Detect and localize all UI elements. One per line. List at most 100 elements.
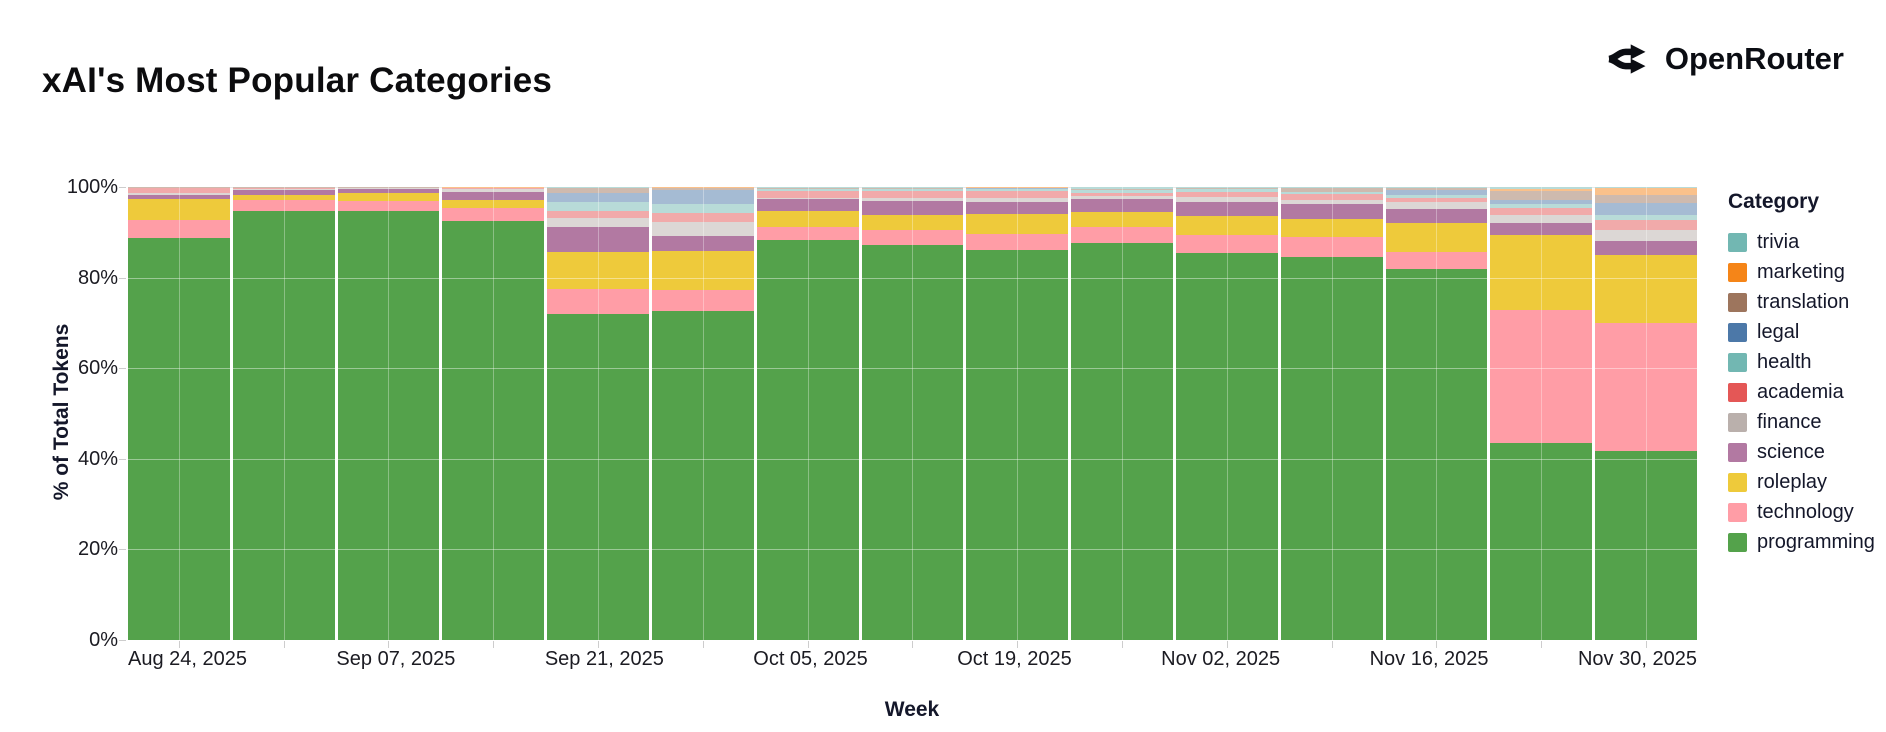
- segment-programming: [547, 313, 649, 640]
- legend-swatch-health: [1728, 352, 1747, 372]
- x-axis-tick-marks: [128, 641, 1697, 648]
- segment-translation: [1175, 188, 1278, 189]
- segment-technology: [651, 289, 754, 311]
- bar-week: [861, 187, 964, 640]
- legend-item-translation: translation: [1728, 287, 1875, 317]
- segment-science: [128, 194, 230, 200]
- segment-roleplay: [1071, 211, 1173, 228]
- segment-academia: [1175, 192, 1278, 197]
- segment-programming: [337, 211, 440, 640]
- y-tick-label: 100%: [66, 176, 118, 198]
- segment-translation: [756, 187, 859, 189]
- y-tick-label: 60%: [77, 357, 118, 380]
- segment-technology: [756, 226, 859, 240]
- segment-finance: [756, 197, 859, 200]
- legend-label: roleplay: [1757, 470, 1828, 493]
- x-tick-label: Sep 07, 2025: [336, 648, 456, 670]
- segment-health: [1175, 189, 1278, 193]
- segment-finance: [442, 189, 545, 192]
- segment-programming: [1595, 451, 1697, 640]
- segment-academia: [1595, 219, 1697, 231]
- legend-item-roleplay: roleplay: [1728, 467, 1875, 497]
- bar-week: [1280, 187, 1383, 640]
- y-axis-title: % of Total Tokens: [50, 323, 73, 501]
- segment-translation: [1595, 195, 1697, 204]
- segment-translation: [1490, 191, 1593, 201]
- segment-technology: [547, 289, 649, 314]
- legend-item-legal: legal: [1728, 317, 1875, 347]
- segment-translation: [547, 188, 649, 194]
- segment-translation: [651, 187, 754, 191]
- legend-swatch-academia: [1728, 382, 1747, 402]
- segment-academia: [861, 191, 964, 198]
- segment-technology: [1175, 235, 1278, 254]
- segment-technology: [1385, 251, 1488, 270]
- segment-finance: [128, 192, 230, 195]
- segment-science: [756, 199, 859, 212]
- segment-programming: [1071, 242, 1173, 640]
- segment-technology: [966, 234, 1069, 250]
- segment-health: [547, 201, 649, 211]
- legend-label: programming: [1757, 530, 1875, 553]
- segment-academia: [651, 213, 754, 223]
- segment-finance: [1385, 202, 1488, 210]
- segment-technology: [1490, 310, 1593, 443]
- segment-technology: [232, 200, 335, 212]
- segment-roleplay: [1490, 235, 1593, 311]
- x-tick-label: Oct 05, 2025: [753, 648, 868, 670]
- segment-health: [756, 188, 859, 191]
- y-tick-label: 20%: [77, 538, 118, 561]
- segment-trivia: [1280, 187, 1383, 189]
- bar-week: [651, 187, 754, 640]
- segment-roleplay: [128, 199, 230, 220]
- segment-roleplay: [442, 199, 545, 208]
- segment-programming: [651, 310, 754, 640]
- segment-marketing: [1595, 188, 1697, 196]
- segment-science: [547, 227, 649, 252]
- openrouter-wordmark: OpenRouter: [1664, 41, 1844, 76]
- bar-week: [1490, 187, 1593, 640]
- bar-week: [128, 187, 230, 640]
- legend-label: health: [1757, 350, 1812, 373]
- bar-week: [547, 187, 649, 640]
- segment-roleplay: [547, 251, 649, 290]
- legend-swatch-programming: [1728, 532, 1747, 552]
- segment-academia: [756, 190, 859, 198]
- segment-trivia: [1175, 187, 1278, 188]
- segment-translation: [1385, 188, 1488, 191]
- legend-item-programming: programming: [1728, 527, 1875, 557]
- segment-legal: [1385, 190, 1488, 195]
- segment-trivia: [1490, 187, 1593, 189]
- segment-academia: [232, 187, 335, 190]
- x-tick-label: Nov 16, 2025: [1369, 648, 1489, 670]
- segment-technology: [1071, 227, 1173, 243]
- page-title: xAI's Most Popular Categories: [42, 61, 553, 101]
- segment-health: [861, 189, 964, 192]
- segment-health: [1595, 215, 1697, 220]
- segment-legal: [547, 193, 649, 202]
- segment-science: [966, 201, 1069, 215]
- segment-academia: [128, 187, 230, 193]
- y-tick-label: 40%: [77, 447, 118, 470]
- legend-label: technology: [1757, 500, 1854, 523]
- segment-technology: [337, 200, 440, 212]
- bar-week: [966, 187, 1069, 640]
- x-tick-label: Oct 19, 2025: [957, 648, 1072, 670]
- segment-science: [1071, 199, 1173, 212]
- segment-roleplay: [861, 215, 964, 231]
- segment-roleplay: [337, 193, 440, 201]
- bar-week: [1595, 187, 1697, 640]
- legend-item-finance: finance: [1728, 407, 1875, 437]
- segment-finance: [337, 188, 440, 189]
- segment-academia: [966, 191, 1069, 198]
- legend-label: legal: [1757, 320, 1800, 343]
- bar-week: [442, 187, 545, 640]
- legend-title: Category: [1728, 190, 1820, 213]
- segment-marketing: [1490, 188, 1593, 192]
- segment-science: [1280, 204, 1383, 219]
- segment-science: [232, 190, 335, 196]
- segment-trivia: [861, 187, 964, 189]
- y-tick-label: 80%: [77, 266, 118, 289]
- segment-programming: [756, 239, 859, 640]
- segment-academia: [1490, 208, 1593, 216]
